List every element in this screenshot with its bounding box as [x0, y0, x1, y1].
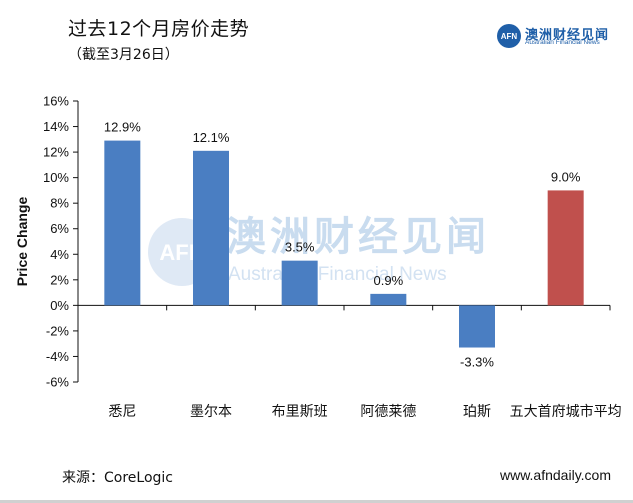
- bottom-divider: [0, 500, 633, 503]
- data-label: 12.1%: [193, 130, 230, 145]
- bar: [281, 260, 318, 306]
- x-tick-label: 阿德莱德: [360, 404, 416, 420]
- x-tick-label: 悉尼: [108, 404, 136, 420]
- data-label: 3.5%: [285, 240, 315, 255]
- bar: [459, 305, 495, 348]
- bar-chart: AFN 澳洲财经见闻 Australian Financial News 16%…: [14, 94, 622, 421]
- chart-subtitle: （截至3月26日）: [68, 47, 179, 63]
- y-tick-label: 16%: [43, 94, 69, 109]
- afn-logo: AFN 澳洲财经见闻 Australian Financial News: [497, 24, 612, 50]
- y-tick-label: 12%: [43, 145, 69, 160]
- axes: 16% 14% 12% 10% 8% 6% 4% 2% 0% -2% -4% -6%: [43, 94, 611, 390]
- x-tick-label: 珀斯: [463, 404, 491, 420]
- data-label: 9.0%: [551, 169, 581, 184]
- y-tick-label: 0%: [50, 298, 69, 313]
- y-tick-label: 6%: [50, 221, 69, 236]
- bars: 12.9% 悉尼 12.1% 墨尔本 3.5% 布里斯班 0.9% 阿德莱德 -3.3% 珀斯 9.…: [104, 120, 622, 420]
- y-tick-label: -2%: [46, 323, 70, 338]
- chart-title: 过去12个月房价走势: [68, 18, 250, 40]
- website-link[interactable]: www.afndaily.com: [499, 467, 611, 483]
- watermark-name-cn: 澳洲财经见闻: [226, 214, 490, 260]
- afn-logo-name-en: Australian Financial News: [525, 39, 600, 46]
- y-tick-label: 14%: [43, 119, 69, 134]
- data-label: -3.3%: [460, 355, 494, 370]
- source-note: 来源：CoreLogic: [62, 470, 173, 486]
- watermark-name-en: Australian Financial News: [228, 264, 447, 285]
- bar: [104, 140, 141, 306]
- y-tick-label: -4%: [46, 349, 70, 364]
- x-tick-label: 五大首府城市平均: [510, 403, 622, 420]
- bar: [547, 190, 584, 306]
- data-label: 12.9%: [104, 120, 141, 135]
- data-label: 0.9%: [374, 273, 404, 288]
- x-tick-label: 布里斯班: [272, 404, 328, 420]
- x-tick-label: 墨尔本: [190, 404, 232, 420]
- afn-logo-name-cn: 澳洲财经见闻: [525, 28, 610, 43]
- afn-logo-badge: AFN: [497, 24, 521, 48]
- y-axis-label: Price Change: [14, 197, 30, 287]
- y-tick-label: -6%: [46, 375, 70, 390]
- y-tick-label: 10%: [43, 170, 69, 185]
- y-tick-label: 2%: [50, 272, 69, 287]
- bar: [193, 150, 229, 306]
- y-tick-label: 4%: [50, 247, 69, 262]
- y-tick-label: 8%: [50, 196, 69, 211]
- bar: [370, 293, 407, 306]
